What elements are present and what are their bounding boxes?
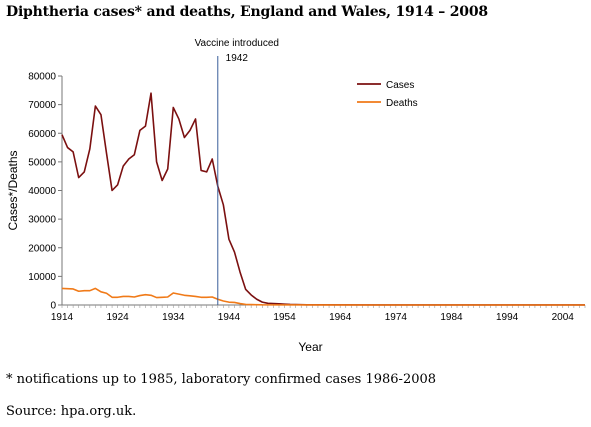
x-tick-label: 1994 <box>496 312 519 323</box>
chart-title: Diphtheria cases* and deaths, England an… <box>6 4 488 20</box>
x-tick-label: 1984 <box>440 312 463 323</box>
y-tick-label: 70000 <box>28 100 56 111</box>
legend-label-cases: Cases <box>386 80 414 91</box>
y-tick-label: 0 <box>50 301 56 312</box>
y-axis-label: Cases*/Deaths <box>6 150 20 230</box>
y-tick-label: 60000 <box>28 129 56 140</box>
y-tick-label: 80000 <box>28 72 56 83</box>
series-line-deaths <box>61 287 585 306</box>
y-tick-label: 50000 <box>28 157 56 168</box>
x-tick-label: 1944 <box>218 312 241 323</box>
x-tick-label: 1914 <box>51 312 74 323</box>
chart-axes: 0 10000 20000 30000 40000 50000 60000 70000 8000… <box>6 72 586 354</box>
x-tick-label: 1934 <box>162 312 185 323</box>
annotation-layer: Vaccine introduced 1942 <box>195 38 279 305</box>
source-note: Source: hpa.org.uk. <box>6 404 137 419</box>
vaccine-annotation-year: 1942 <box>226 53 249 64</box>
y-tick-label: 40000 <box>28 186 56 197</box>
legend-label-deaths: Deaths <box>386 98 418 109</box>
y-tick-label: 20000 <box>28 243 56 254</box>
x-tick-label: 1964 <box>329 312 352 323</box>
y-tick-label: 30000 <box>28 215 56 226</box>
x-tick-label: 1954 <box>273 312 296 323</box>
y-tick-label: 10000 <box>28 272 56 283</box>
legend: Cases Deaths <box>357 80 418 109</box>
series-line-cases <box>61 92 585 306</box>
x-axis-label: Year <box>298 340 322 354</box>
x-tick-label: 1924 <box>107 312 130 323</box>
series-layer <box>61 92 585 306</box>
vaccine-annotation: Vaccine introduced <box>195 38 279 49</box>
footnote: * notifications up to 1985, laboratory c… <box>6 372 437 387</box>
x-tick-label: 1974 <box>385 312 408 323</box>
x-tick-label: 2004 <box>552 312 575 323</box>
